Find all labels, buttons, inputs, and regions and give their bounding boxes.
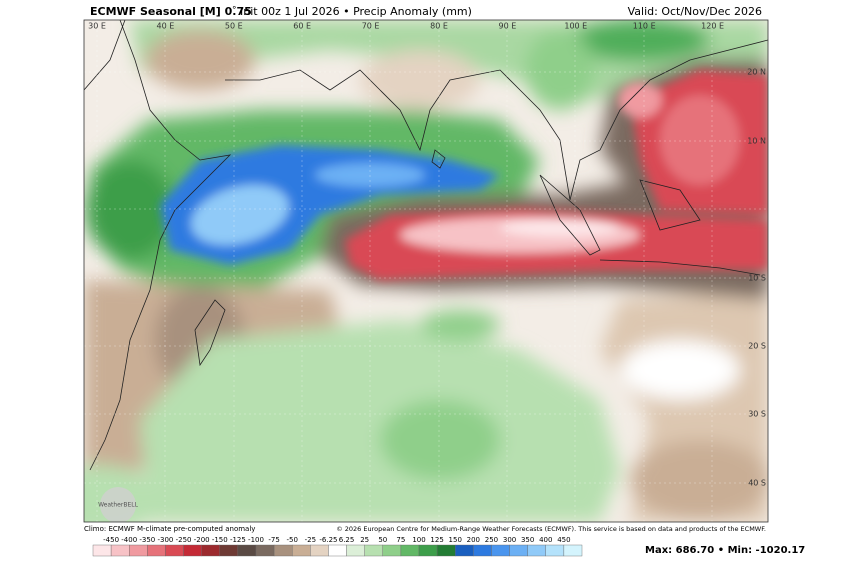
lon-label: 120 E <box>701 22 724 31</box>
lat-label: 30 S <box>748 410 766 419</box>
lon-label: 40 E <box>157 22 175 31</box>
colorbar-swatch <box>92 544 112 557</box>
colorbar-label: 450 <box>557 536 570 544</box>
colorbar-swatch <box>473 544 492 557</box>
colorbar-swatch <box>346 544 365 557</box>
lon-label: 80 E <box>430 22 448 31</box>
colorbar-swatch <box>509 544 528 557</box>
lon-label: 90 E <box>499 22 517 31</box>
colorbar-swatch <box>455 544 474 557</box>
precip-field: WeatherBELL <box>84 20 768 522</box>
degree: ° <box>232 6 237 16</box>
colorbar-label: 100 <box>412 536 425 544</box>
colorbar-swatch <box>165 544 184 557</box>
climo-note: Climo: ECMWF M-climate pre-computed anom… <box>84 525 255 533</box>
colorbar-label: -300 <box>157 536 173 544</box>
colorbar-swatch <box>237 544 257 557</box>
lon-label: 50 E <box>225 22 243 31</box>
colorbar-swatch <box>110 544 130 557</box>
colorbar-swatch <box>527 544 546 557</box>
colorbar-label: -350 <box>139 536 155 544</box>
colorbar-swatch <box>183 544 202 557</box>
colorbar-swatch <box>310 544 329 557</box>
colorbar-label: -250 <box>176 536 192 544</box>
colorbar-label: -25 <box>305 536 316 544</box>
colorbar-swatch <box>147 544 166 557</box>
colorbar-label: 150 <box>449 536 462 544</box>
colorbar-swatch <box>491 544 510 557</box>
colorbar-swatch <box>400 544 420 557</box>
colorbar-label: -200 <box>194 536 210 544</box>
valid-time: Valid: Oct/Nov/Dec 2026 <box>628 5 762 18</box>
colorbar-label: 6.25 <box>339 536 355 544</box>
lon-label: 60 E <box>293 22 311 31</box>
logo: WeatherBELL <box>98 502 139 509</box>
colorbar-label: -150 <box>212 536 228 544</box>
colorbar-swatch <box>273 544 293 557</box>
colorbar-label: -100 <box>248 536 264 544</box>
colorbar-label: 50 <box>378 536 387 544</box>
lat-label: 10 S <box>748 274 766 283</box>
colorbar-swatch <box>201 544 220 557</box>
lon-label: 100 E <box>564 22 587 31</box>
colorbar-label: 250 <box>485 536 498 544</box>
colorbar-label: 400 <box>539 536 552 544</box>
lat-label: 10 N <box>747 137 766 146</box>
colorbar-swatch <box>292 544 311 557</box>
colorbar-label: -6.25 <box>319 536 337 544</box>
colorbar-swatch <box>382 544 402 557</box>
colorbar-label: -450 <box>103 536 119 544</box>
colorbar-label: 25 <box>360 536 369 544</box>
colorbar-label: -75 <box>268 536 279 544</box>
colorbar-label: -125 <box>230 536 246 544</box>
colorbar-label: 75 <box>396 536 405 544</box>
lon-label: 110 E <box>633 22 656 31</box>
max-min: Max: 686.70 • Min: -1020.17 <box>645 545 805 556</box>
colorbar-swatch <box>328 544 347 557</box>
copyright: © 2026 European Centre for Medium-Range … <box>336 525 766 533</box>
colorbar-swatch <box>219 544 239 557</box>
lat-label: 20 N <box>747 68 766 77</box>
title: ECMWF Seasonal [M] 0.75 <box>90 5 252 18</box>
colorbar-swatch <box>436 544 456 557</box>
colorbar-label: 350 <box>521 536 534 544</box>
colorbar-label: -50 <box>287 536 298 544</box>
lon-label: 30 E <box>88 22 106 31</box>
colorbar-swatch <box>255 544 275 557</box>
colorbar-swatch <box>129 544 148 557</box>
colorbar-swatch <box>545 544 565 557</box>
colorbar-label: 125 <box>430 536 443 544</box>
lon-label: 70 E <box>362 22 380 31</box>
colorbar-label: 200 <box>467 536 480 544</box>
lat-label: 20 S <box>748 342 766 351</box>
colorbar-swatch <box>563 544 583 557</box>
colorbar-label: 300 <box>503 536 516 544</box>
subtitle: Init 00z 1 Jul 2026 • Precip Anomaly (mm… <box>240 5 472 18</box>
colorbar-swatch <box>364 544 383 557</box>
colorbar-label: -400 <box>121 536 137 544</box>
lat-label: 40 S <box>748 479 766 488</box>
colorbar-swatch <box>418 544 438 557</box>
